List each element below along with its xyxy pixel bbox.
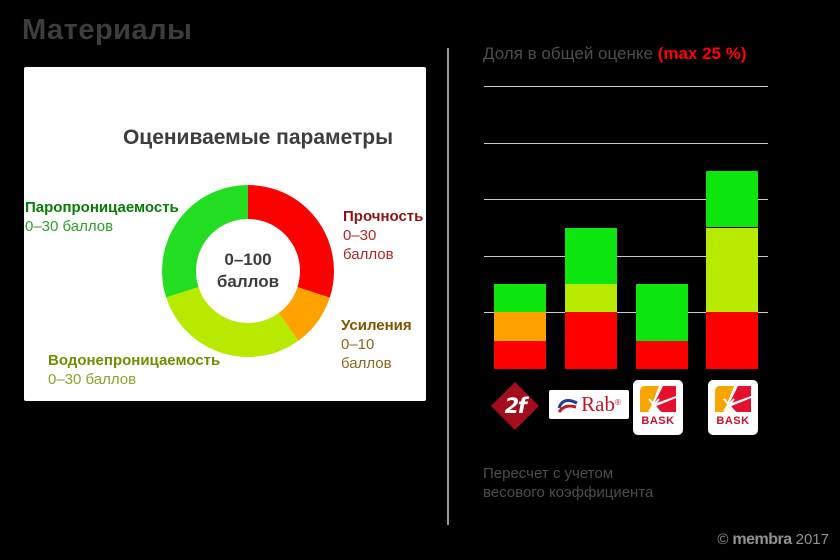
rab-bird-icon: [557, 398, 578, 413]
rab-logo: Rab ®: [549, 390, 629, 419]
bar-segment: [565, 284, 617, 313]
redfox-logo: 2f: [491, 382, 539, 430]
label-name: Паропроницаемость: [25, 199, 179, 216]
stacked-bar-chart: [484, 86, 768, 369]
label-range: 0–30 баллов: [343, 227, 394, 263]
bar-segment: [706, 170, 758, 228]
donut-center-line2: баллов: [216, 272, 280, 291]
copyright-year: 2017: [795, 531, 829, 548]
donut-label-reinforcement: Усиления 0–10 баллов: [341, 316, 426, 373]
copyright: © membra 2017: [717, 531, 829, 549]
divider-line: [447, 48, 449, 525]
page-title: Материалы: [22, 14, 193, 46]
donut-center-line1: 0–100: [224, 250, 272, 269]
copyright-symbol: ©: [717, 531, 729, 548]
donut-label-vapor-permeability: Паропроницаемость 0–30 баллов: [25, 198, 179, 236]
bar-segment: [636, 340, 688, 369]
gridline: [484, 199, 768, 201]
footnote-line2: весового коэффициента: [483, 484, 654, 501]
footnote: Пересчет с учетом весового коэффициента: [483, 464, 653, 502]
copyright-brand: membra: [732, 531, 792, 548]
gridline: [484, 255, 768, 257]
bar-segment: [494, 340, 546, 369]
bar-segment: [636, 284, 688, 341]
donut-segment: [162, 185, 334, 357]
bask-logo-2: BASK: [708, 380, 758, 435]
gridline: [484, 312, 768, 314]
label-name: Прочность: [343, 208, 424, 225]
donut-label-water-resistance: Водонепроницаемость 0–30 баллов: [48, 351, 220, 389]
bar-segment: [706, 227, 758, 313]
label-range: 0–30 баллов: [25, 218, 114, 235]
gridline: [484, 142, 768, 144]
bar-segment: [494, 284, 546, 313]
redfox-diamond: [491, 382, 539, 430]
donut-center-label: 0–100 баллов: [188, 249, 308, 293]
bask-wordmark: BASK: [716, 415, 749, 427]
bar-chart-title: Доля в общей оценке (max 25 %): [483, 44, 747, 64]
donut-label-strength: Прочность 0–30 баллов: [343, 207, 426, 264]
bar-chart-max-badge: (max 25 %): [657, 44, 747, 63]
label-range: 0–10 баллов: [341, 336, 392, 372]
label-name: Водонепроницаемость: [48, 352, 221, 369]
donut-segment: [162, 185, 334, 357]
bar-chart-title-text: Доля в общей оценке: [483, 44, 658, 63]
label-range: 0–30 баллов: [48, 371, 137, 388]
bar-segment: [706, 312, 758, 369]
rab-wordmark: Rab: [581, 392, 615, 416]
bar-segment: [565, 312, 617, 369]
donut-chart-title: Оцениваемые параметры: [122, 126, 394, 149]
gridline: [484, 86, 768, 87]
rab-registered-mark: ®: [614, 398, 621, 407]
bask-wordmark: BASK: [641, 415, 674, 427]
bar-segment: [565, 227, 617, 285]
bask-logo-1: BASK: [633, 380, 683, 435]
label-name: Усиления: [341, 317, 412, 334]
donut-chart: [162, 185, 334, 357]
bar-segment: [494, 312, 546, 341]
footnote-line1: Пересчет с учетом: [483, 465, 614, 482]
parameters-card: Оцениваемые параметры 0–100 баллов Пароп…: [24, 67, 426, 401]
